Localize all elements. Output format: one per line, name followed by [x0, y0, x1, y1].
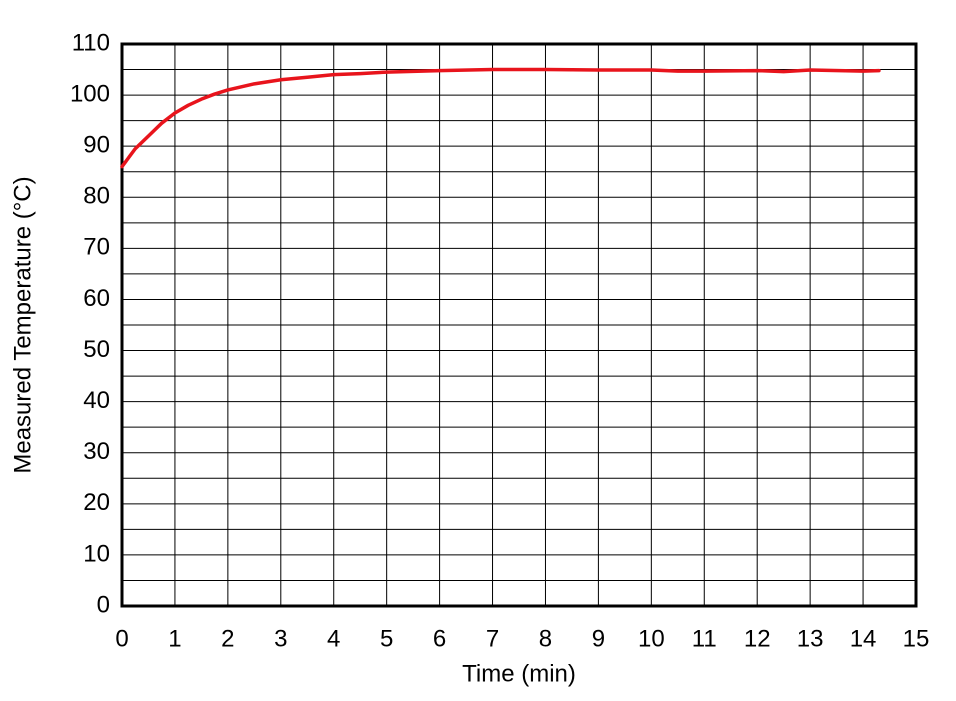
- y-tick-label: 80: [83, 183, 110, 210]
- data-line: [120, 67, 881, 169]
- x-axis-label: Time (min): [462, 660, 576, 687]
- x-tick-label: 2: [221, 625, 234, 652]
- plot-frame: [120, 42, 918, 608]
- y-tick-label: 60: [83, 285, 110, 312]
- y-tick-label: 0: [97, 591, 110, 618]
- x-tick-label: 11: [692, 625, 717, 652]
- x-tick-label: 6: [433, 625, 446, 652]
- y-tick-label: 40: [83, 387, 110, 414]
- x-tick-label: 9: [592, 625, 605, 652]
- y-tick-label: 50: [83, 336, 110, 363]
- x-tick-label: 8: [539, 625, 552, 652]
- x-tick-label: 7: [486, 625, 499, 652]
- x-tick-label: 14: [850, 625, 877, 652]
- x-tick-label: 10: [638, 625, 665, 652]
- x-tick-label: 13: [797, 625, 824, 652]
- x-tick-label: 15: [903, 625, 930, 652]
- y-tick-label: 10: [83, 540, 110, 567]
- y-axis-label: Measured Temperature (°C): [9, 176, 36, 473]
- x-tick-label: 1: [168, 625, 181, 652]
- x-tick-label: 0: [115, 625, 128, 652]
- y-tick-label: 100: [70, 80, 110, 107]
- y-tick-label: 110: [72, 29, 110, 56]
- y-tick-label: 30: [83, 438, 110, 465]
- x-tick-label: 4: [327, 625, 340, 652]
- x-tick-label: 3: [274, 625, 287, 652]
- x-tick-label: 5: [380, 625, 393, 652]
- x-tick-label: 12: [744, 625, 771, 652]
- y-tick-label: 90: [83, 132, 110, 159]
- y-tick-label: 70: [83, 234, 110, 261]
- y-tick-label: 20: [83, 489, 110, 516]
